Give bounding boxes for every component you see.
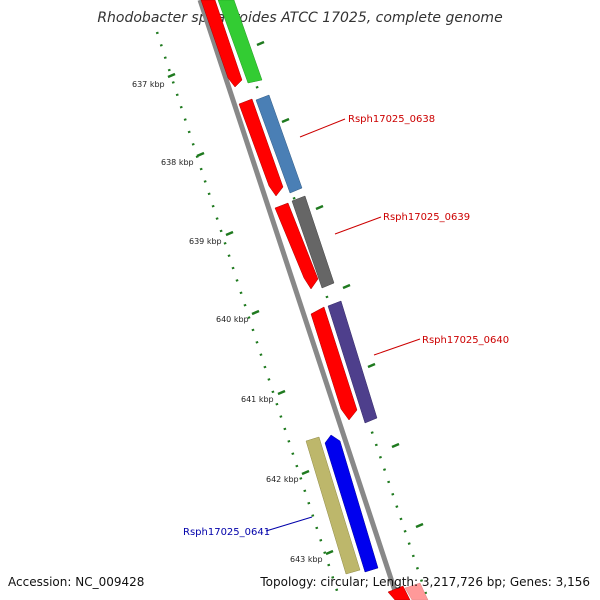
leader-line-0640 — [373, 338, 421, 356]
ruler-label-643: 643 kbp — [290, 555, 323, 564]
genome-summary-text: Topology: circular; Length: 3,217,726 bp… — [260, 575, 590, 589]
leader-line-0639 — [334, 216, 382, 235]
ruler-label-640: 640 kbp — [216, 315, 249, 324]
gene-label-0640[interactable]: Rsph17025_0640 — [422, 335, 509, 346]
gene-feature-blue[interactable] — [324, 434, 379, 573]
ruler-label-638: 638 kbp — [161, 158, 194, 167]
ruler-label-642: 642 kbp — [266, 475, 299, 484]
cds-track — [200, 0, 429, 600]
gene-feature-gray[interactable] — [291, 195, 335, 289]
leader-line-0638 — [299, 118, 346, 138]
ruler-label-637: 637 kbp — [132, 80, 165, 89]
genome-backbone — [197, 0, 401, 600]
ruler-label-641: 641 kbp — [241, 395, 274, 404]
gene-feature-khaki[interactable] — [305, 436, 361, 575]
genome-title: Rhodobacter sphaeroides ATCC 17025, comp… — [97, 10, 503, 26]
cds-feature[interactable] — [274, 202, 319, 290]
ruler-outer-ticks — [256, 40, 424, 529]
gene-track — [217, 0, 379, 575]
ruler-inner-ticks — [167, 72, 334, 556]
leader-line-0641 — [265, 516, 313, 532]
gene-feature-green[interactable] — [217, 0, 263, 84]
gene-label-0638[interactable]: Rsph17025_0638 — [348, 114, 435, 125]
gene-feature-steelblue[interactable] — [255, 94, 303, 194]
cds-feature[interactable] — [200, 0, 243, 88]
ruler-label-639: 639 kbp — [189, 237, 222, 246]
gene-label-0639[interactable]: Rsph17025_0639 — [383, 212, 470, 223]
accession-text: Accession: NC_009428 — [8, 575, 145, 589]
cds-feature[interactable] — [387, 585, 411, 600]
gene-label-0641[interactable]: Rsph17025_0641 — [183, 527, 270, 538]
gene-feature-purple[interactable] — [327, 300, 378, 424]
cds-feature[interactable] — [404, 582, 429, 600]
cds-feature[interactable] — [238, 98, 284, 197]
cds-feature[interactable] — [310, 306, 358, 421]
